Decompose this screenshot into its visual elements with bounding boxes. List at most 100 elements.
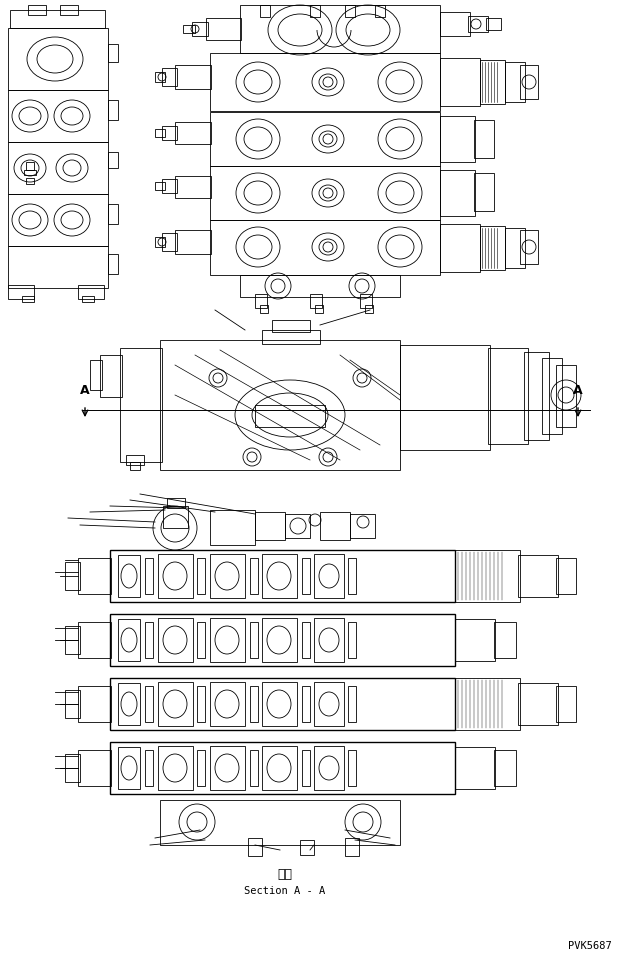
Bar — [155, 129, 165, 137]
Bar — [440, 12, 470, 36]
Bar — [262, 554, 297, 598]
Bar — [145, 750, 153, 786]
Bar — [118, 747, 140, 789]
Bar — [22, 296, 34, 302]
Bar — [108, 100, 118, 120]
Bar — [314, 746, 344, 790]
Bar — [24, 170, 36, 175]
Bar — [250, 622, 258, 658]
Bar — [110, 742, 455, 794]
Bar — [8, 28, 108, 90]
Bar — [158, 682, 193, 726]
Bar — [8, 90, 108, 142]
Bar — [210, 746, 245, 790]
Bar — [175, 122, 211, 144]
Bar — [158, 618, 193, 662]
Bar — [314, 682, 344, 726]
Bar — [348, 558, 356, 594]
Bar — [400, 345, 490, 450]
Bar — [160, 340, 400, 470]
Bar — [210, 510, 255, 545]
Bar — [348, 622, 356, 658]
Bar — [108, 44, 118, 62]
Bar — [255, 405, 325, 427]
Bar — [315, 305, 323, 313]
Bar — [210, 112, 440, 166]
Bar — [468, 16, 488, 32]
Bar — [518, 555, 558, 597]
Bar — [90, 360, 102, 390]
Bar — [108, 204, 118, 224]
Bar — [480, 226, 505, 270]
Bar — [78, 285, 104, 299]
Bar — [78, 686, 111, 722]
Bar — [210, 166, 440, 220]
Bar — [240, 275, 400, 297]
Bar — [197, 750, 205, 786]
Bar — [192, 22, 208, 36]
Bar — [145, 686, 153, 722]
Bar — [260, 305, 268, 313]
Bar — [118, 683, 140, 725]
Text: A: A — [573, 384, 583, 396]
Bar — [65, 626, 80, 654]
Bar — [163, 506, 188, 528]
Bar — [162, 126, 177, 140]
Bar — [505, 228, 525, 268]
Bar — [250, 686, 258, 722]
Bar — [302, 686, 310, 722]
Bar — [260, 5, 270, 17]
Text: PVK5687: PVK5687 — [568, 941, 612, 951]
Bar — [108, 254, 118, 274]
Bar — [210, 618, 245, 662]
Bar — [348, 686, 356, 722]
Bar — [8, 142, 108, 194]
Bar — [310, 294, 322, 308]
Bar — [145, 558, 153, 594]
Bar — [155, 72, 165, 82]
Bar — [26, 162, 34, 170]
Bar — [108, 152, 118, 168]
Bar — [78, 750, 111, 786]
Bar — [494, 750, 516, 786]
Bar — [250, 750, 258, 786]
Bar — [480, 60, 505, 104]
Bar — [262, 746, 297, 790]
Bar — [65, 754, 80, 782]
Bar — [60, 5, 78, 15]
Bar — [455, 619, 495, 661]
Bar — [8, 285, 34, 299]
Bar — [542, 358, 562, 434]
Bar — [162, 179, 177, 193]
Bar — [248, 838, 262, 856]
Bar — [440, 58, 480, 106]
Bar — [455, 747, 495, 789]
Bar — [197, 686, 205, 722]
Bar — [78, 622, 111, 658]
Bar — [474, 173, 494, 211]
Bar — [155, 237, 165, 247]
Bar — [65, 562, 80, 590]
Bar — [360, 294, 372, 308]
Bar — [302, 558, 310, 594]
Bar — [300, 840, 314, 855]
Bar — [440, 170, 475, 216]
Bar — [26, 178, 34, 184]
Bar — [162, 68, 177, 86]
Bar — [440, 224, 480, 272]
Bar — [302, 750, 310, 786]
Bar — [65, 690, 80, 718]
Text: A: A — [80, 384, 90, 396]
Bar — [197, 622, 205, 658]
Bar — [440, 116, 475, 162]
Bar — [314, 554, 344, 598]
Bar — [183, 25, 195, 33]
Bar — [375, 5, 385, 17]
Bar — [110, 614, 455, 666]
Bar — [320, 512, 350, 540]
Bar — [197, 558, 205, 594]
Bar — [175, 65, 211, 89]
Bar — [345, 838, 359, 856]
Bar — [100, 355, 122, 397]
Bar — [175, 176, 211, 198]
